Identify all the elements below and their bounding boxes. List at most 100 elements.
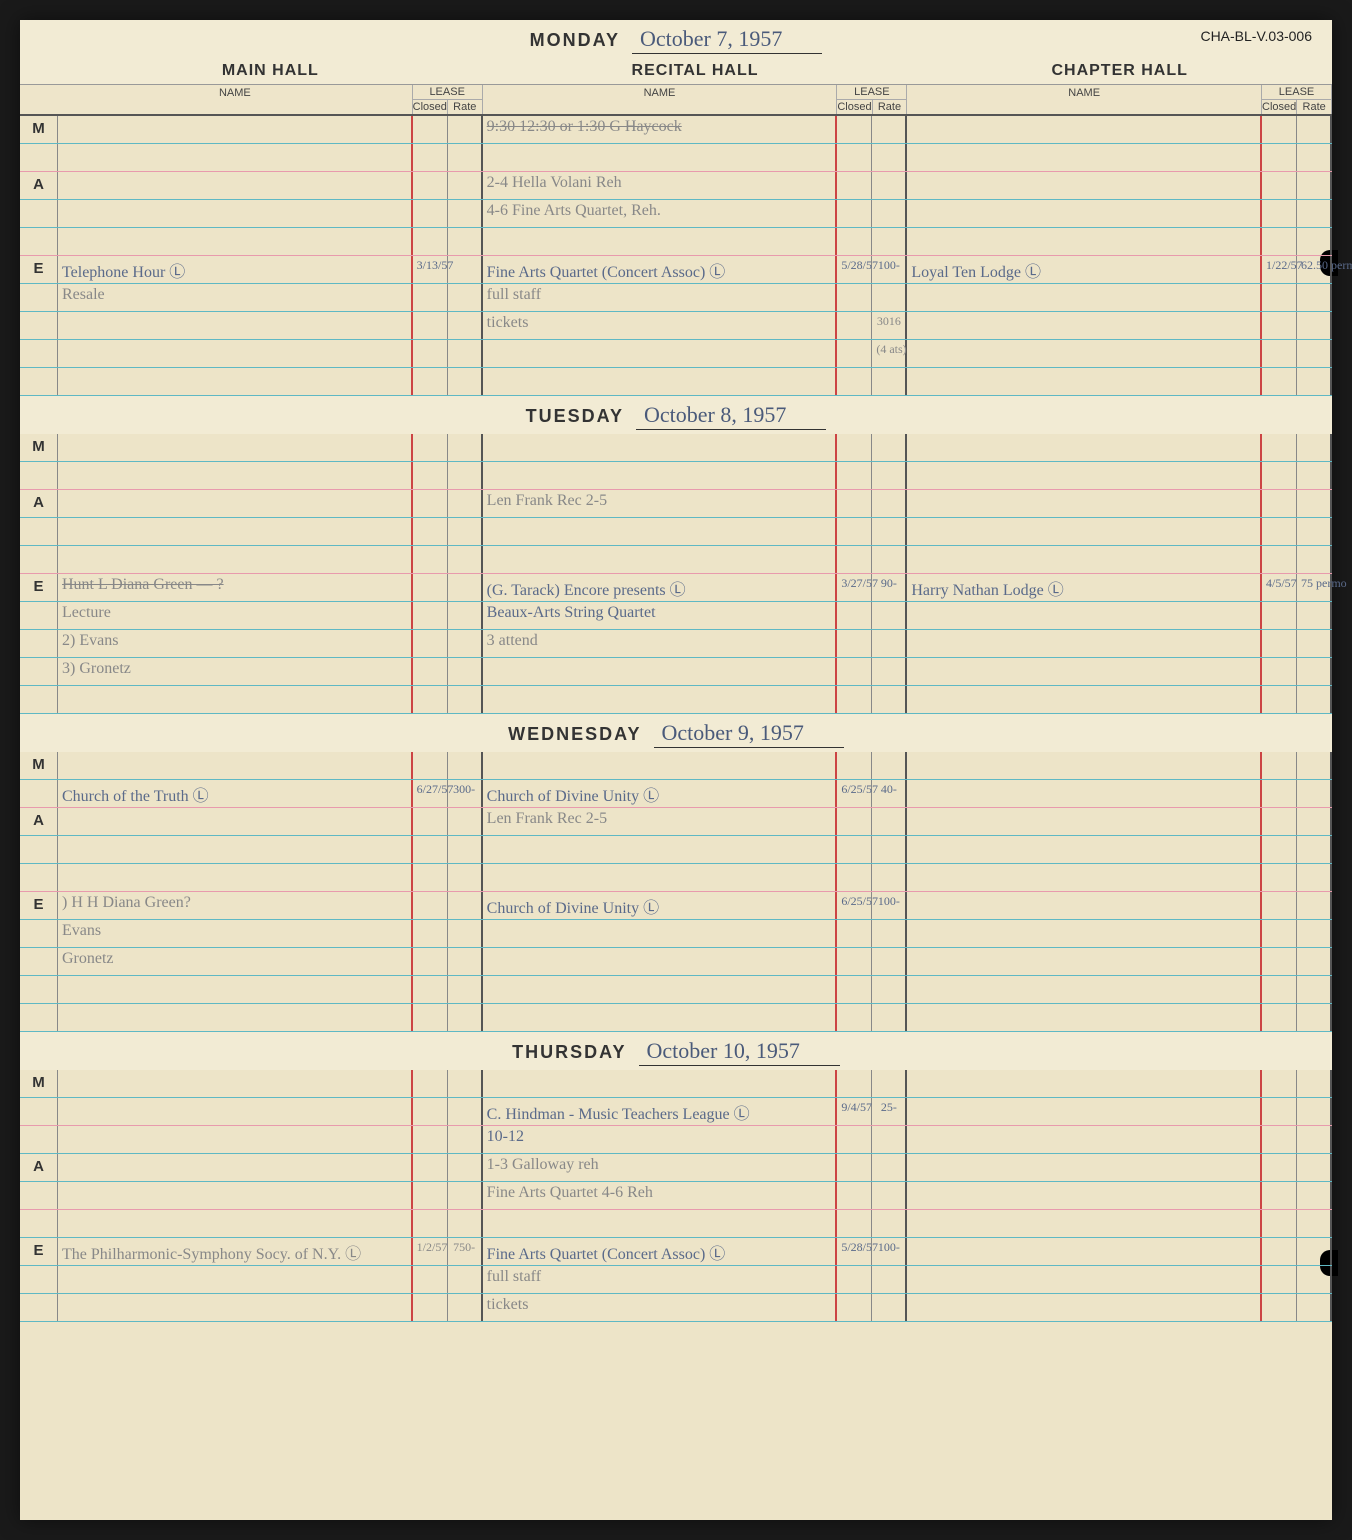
entry-rate: 40- [872, 780, 907, 807]
entry-name [483, 976, 838, 1003]
col-header-lease: LEASEClosedRate [413, 85, 483, 114]
entry-name: Church of the Truth Ⓛ [58, 780, 413, 807]
entry-rate [1297, 976, 1332, 1003]
entry-name: Len Frank Rec 2-5 [483, 808, 838, 835]
entry-rate [448, 1266, 483, 1293]
entry-closed: 4/5/57 [1262, 574, 1297, 601]
entry-name [907, 172, 1262, 199]
entry-rate [448, 686, 483, 713]
entry-name: Len Frank Rec 2-5 [483, 490, 838, 517]
entry-closed [1262, 1266, 1297, 1293]
time-slot-label [20, 1210, 58, 1237]
day-block: MONDAYOctober 7, 1957MAIN HALLRECITAL HA… [20, 20, 1332, 396]
entry-rate: 75 permo [1297, 574, 1332, 601]
time-slot-label: E [20, 574, 58, 601]
entry-closed [837, 976, 872, 1003]
entry-rate [872, 976, 907, 1003]
entry-closed [837, 1070, 872, 1097]
entry-closed [413, 686, 448, 713]
entry-rate: 3016 [872, 312, 907, 339]
entry-name [907, 144, 1262, 171]
entry-rate [448, 630, 483, 657]
grid: MALen Frank Rec 2-5EHunt L Diana Green —… [20, 434, 1332, 714]
entry-name [907, 836, 1262, 863]
entry-name [58, 340, 413, 367]
entry-rate [1297, 462, 1332, 489]
entry-closed [1262, 836, 1297, 863]
entry-name [58, 172, 413, 199]
day-date: October 7, 1957 [632, 26, 822, 54]
entry-rate [1297, 116, 1332, 143]
entry-name [483, 462, 838, 489]
entry-name [58, 976, 413, 1003]
entry-name [58, 462, 413, 489]
time-slot-label [20, 1126, 58, 1153]
time-slot-label: A [20, 808, 58, 835]
ledger-row [20, 368, 1332, 396]
entry-rate [448, 1154, 483, 1181]
entry-name [907, 1266, 1262, 1293]
entry-name [58, 490, 413, 517]
entry-rate [872, 1004, 907, 1031]
entry-name: 10-12 [483, 1126, 838, 1153]
hall-title: RECITAL HALL [483, 58, 908, 84]
entry-rate [1297, 200, 1332, 227]
entry-name [907, 1238, 1262, 1265]
entry-name [907, 1070, 1262, 1097]
entry-closed [837, 518, 872, 545]
day-header: MONDAYOctober 7, 1957 [20, 20, 1332, 58]
ledger-row: M [20, 434, 1332, 462]
ledger-row: ALen Frank Rec 2-5 [20, 490, 1332, 518]
entry-closed [1262, 658, 1297, 685]
day-name: TUESDAY [526, 406, 624, 426]
time-slot-label [20, 948, 58, 975]
time-slot-label: E [20, 892, 58, 919]
time-slot-label [20, 630, 58, 657]
entry-closed [837, 312, 872, 339]
entry-rate [872, 172, 907, 199]
entry-closed [413, 228, 448, 255]
entry-name [907, 546, 1262, 573]
entry-name: 1-3 Galloway reh [483, 1154, 838, 1181]
entry-name: Loyal Ten Lodge Ⓛ [907, 256, 1262, 283]
entry-name: Fine Arts Quartet 4-6 Reh [483, 1182, 838, 1209]
day-date: October 9, 1957 [654, 720, 844, 748]
entry-closed [413, 172, 448, 199]
entry-name [907, 658, 1262, 685]
entry-rate [872, 1294, 907, 1321]
ledger-row: A Len Frank Rec 2-5 [20, 808, 1332, 836]
entry-name [58, 752, 413, 779]
time-slot-label [20, 864, 58, 891]
ledger-row [20, 518, 1332, 546]
entry-name: 3 attend [483, 630, 838, 657]
entry-closed [413, 1266, 448, 1293]
entry-name [58, 1210, 413, 1237]
time-slot-label [20, 658, 58, 685]
time-slot-label [20, 1294, 58, 1321]
entry-rate [448, 836, 483, 863]
entry-rate: 100- [872, 1238, 907, 1265]
entry-rate [872, 920, 907, 947]
entry-rate [1297, 368, 1332, 395]
entry-rate [1297, 1266, 1332, 1293]
entry-rate [872, 518, 907, 545]
entry-rate [448, 808, 483, 835]
entry-name [58, 228, 413, 255]
entry-rate [1297, 1004, 1332, 1031]
time-slot-label [20, 546, 58, 573]
entry-closed [413, 1070, 448, 1097]
entry-name [58, 1126, 413, 1153]
sub-headers: NAMELEASEClosedRateNAMELEASEClosedRateNA… [20, 85, 1332, 116]
entry-name [907, 1210, 1262, 1237]
entry-rate [448, 340, 483, 367]
entry-name [58, 1266, 413, 1293]
entry-rate [872, 462, 907, 489]
entry-rate [448, 1126, 483, 1153]
entry-name [483, 1004, 838, 1031]
entry-name [58, 434, 413, 461]
entry-rate [448, 228, 483, 255]
entry-name [907, 518, 1262, 545]
time-slot-label [20, 780, 58, 807]
ledger-row: M [20, 1070, 1332, 1098]
entry-closed [1262, 144, 1297, 171]
